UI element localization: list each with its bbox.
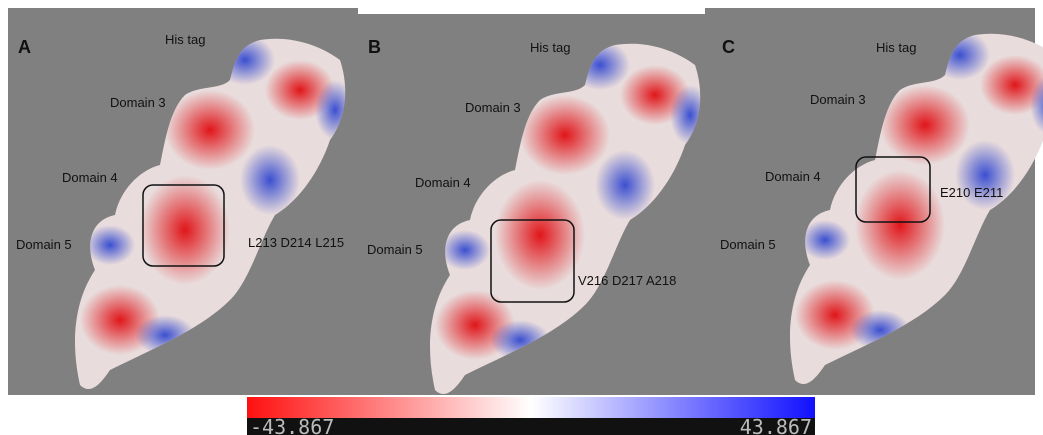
panel-label: A [18,37,31,57]
label: Domain 3 [465,100,521,115]
label: Domain 4 [415,175,471,190]
label: Domain 4 [62,170,118,185]
label: Domain 3 [810,92,866,107]
gap [358,0,705,14]
label: Domain 3 [110,95,166,110]
label: L213 D214 L215 [248,235,344,250]
label: His tag [165,32,205,47]
colorbar-min: -43.867 [250,415,334,435]
panel-label: C [722,37,735,57]
label: Domain 4 [765,169,821,184]
panel-label: B [368,37,381,57]
label: His tag [876,40,916,55]
label: E210 E211 [940,185,1003,200]
label: Domain 5 [367,242,423,257]
figure: A His tag Domain 3 Domain 4 Domain 5 L21… [0,0,1043,435]
label: V216 D217 A218 [578,273,676,288]
label: Domain 5 [720,237,776,252]
label: Domain 5 [16,237,72,252]
label: His tag [530,40,570,55]
colorbar-max: 43.867 [740,415,812,435]
